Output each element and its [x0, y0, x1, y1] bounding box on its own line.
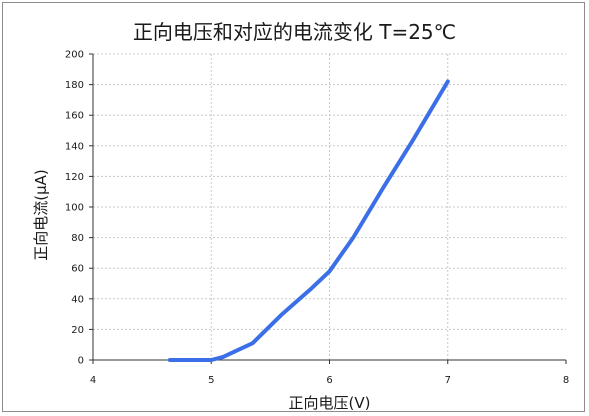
y-tick-label: 40: [71, 294, 84, 305]
y-tick-label: 100: [65, 203, 84, 214]
y-tick-label: 20: [71, 325, 84, 336]
chart-title: 正向电压和对应的电流变化 T=25℃: [132, 20, 457, 44]
y-tick-label: 0: [78, 356, 84, 367]
series: [167, 79, 450, 362]
y-tick-label: 160: [65, 111, 84, 122]
axes: [89, 53, 567, 364]
y-tick-label: 60: [71, 264, 84, 275]
y-tick-label: 120: [65, 172, 84, 183]
grid: [93, 53, 566, 360]
x-tick-label: 5: [208, 375, 214, 386]
x-axis-label: 正向电压(V): [289, 394, 371, 412]
x-tick-label: 6: [326, 375, 332, 386]
y-tick-label: 200: [65, 50, 84, 61]
y-tick-label: 180: [65, 80, 84, 91]
y-tick-label: 140: [65, 141, 84, 152]
series-line: [167, 79, 450, 362]
x-tick-label: 7: [445, 375, 451, 386]
y-tick-label: 80: [71, 233, 84, 244]
y-axis-label: 正向电流(μA): [32, 169, 50, 261]
x-tick-label: 4: [90, 375, 96, 386]
tick-labels: 0 20 40 60 80 100 120 140 160 180 200 4 5 6 7 8: [65, 50, 569, 387]
x-tick-label: 8: [563, 375, 569, 386]
